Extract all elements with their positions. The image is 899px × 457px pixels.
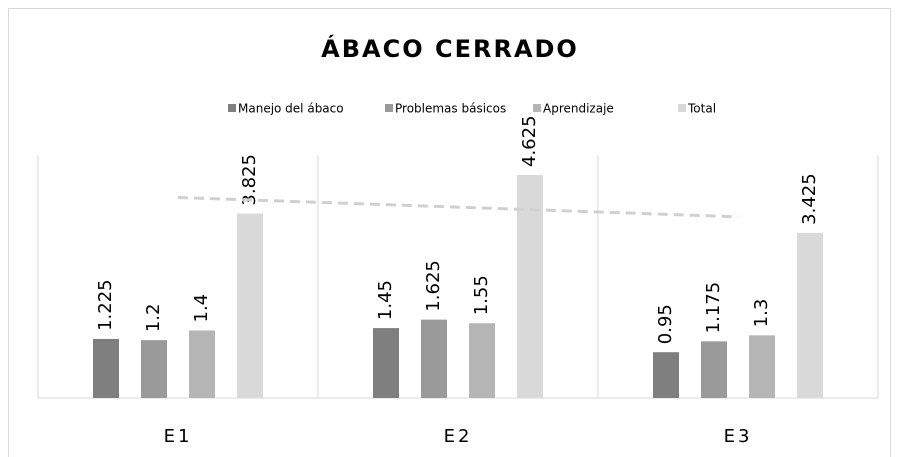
bar bbox=[469, 323, 495, 398]
legend-label: Problemas básicos bbox=[395, 102, 506, 116]
bar bbox=[701, 341, 727, 398]
bar bbox=[237, 213, 263, 398]
legend-swatch bbox=[385, 104, 393, 112]
data-label: 1.625 bbox=[423, 260, 444, 312]
data-label: 1.3 bbox=[751, 299, 772, 328]
data-label: 1.45 bbox=[375, 280, 396, 320]
bar bbox=[421, 319, 447, 398]
data-label: 3.825 bbox=[239, 154, 260, 206]
data-label: 3.425 bbox=[799, 173, 820, 225]
bar bbox=[653, 352, 679, 398]
bar bbox=[141, 340, 167, 398]
data-label: 1.4 bbox=[191, 294, 212, 323]
legend-swatch bbox=[678, 104, 686, 112]
legend-label: Manejo del ábaco bbox=[238, 102, 344, 116]
data-label: 4.625 bbox=[519, 115, 540, 167]
legend-swatch bbox=[228, 104, 236, 112]
legend-label: Total bbox=[687, 102, 716, 116]
data-label: 1.175 bbox=[703, 282, 724, 334]
x-tick-label: E1 bbox=[164, 426, 193, 447]
chart-title: ÁBACO CERRADO bbox=[321, 34, 579, 63]
bar bbox=[749, 335, 775, 398]
bar bbox=[517, 175, 543, 398]
bar bbox=[797, 232, 823, 398]
bar bbox=[93, 338, 119, 398]
x-tick-label: E2 bbox=[444, 426, 473, 447]
bar bbox=[189, 330, 215, 398]
legend-swatch bbox=[533, 104, 541, 112]
legend-label: Aprendizaje bbox=[543, 102, 614, 116]
trendline bbox=[177, 196, 739, 219]
data-label: 1.225 bbox=[95, 279, 116, 331]
data-label: 1.55 bbox=[471, 275, 492, 315]
bar bbox=[373, 328, 399, 398]
x-tick-label: E3 bbox=[724, 426, 753, 447]
data-label: 1.2 bbox=[143, 303, 164, 332]
data-label: 0.95 bbox=[655, 304, 676, 344]
